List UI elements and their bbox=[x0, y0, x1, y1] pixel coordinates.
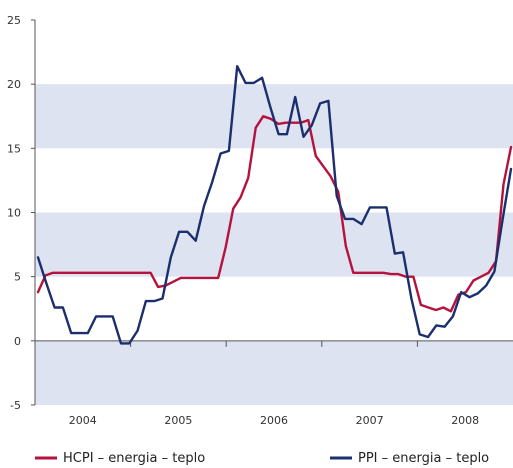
plot-band bbox=[35, 212, 513, 277]
x-axis-tick-labels: 2004 2005 2006 2007 2008 bbox=[69, 414, 479, 427]
y-tick-label: -5 bbox=[10, 399, 21, 412]
series-line-ppi bbox=[36, 64, 513, 345]
x-tick-label: 2007 bbox=[356, 414, 384, 427]
y-tick-label: 20 bbox=[7, 78, 21, 91]
x-tick-label: 2006 bbox=[260, 414, 288, 427]
chart-axes bbox=[31, 19, 513, 406]
y-tick-label: 15 bbox=[7, 142, 21, 155]
y-tick-label: 0 bbox=[14, 335, 21, 348]
y-tick-label: 25 bbox=[7, 14, 21, 27]
legend-label: HCPI – energia – teplo bbox=[63, 451, 205, 466]
y-tick-label: 10 bbox=[7, 207, 21, 220]
plot-background-bands bbox=[35, 84, 513, 405]
y-tick-label: 5 bbox=[14, 271, 21, 284]
legend-label: PPI – energia – teplo bbox=[358, 451, 489, 466]
plot-band bbox=[35, 340, 513, 405]
series-lines bbox=[36, 64, 513, 345]
chart-legend: HCPI – energia – teplo PPI – energia – te… bbox=[35, 451, 489, 466]
x-tick-label: 2005 bbox=[164, 414, 192, 427]
x-tick-label: 2008 bbox=[451, 414, 479, 427]
x-tick-label: 2004 bbox=[69, 414, 97, 427]
y-axis-tick-labels: -5 0 5 10 15 20 25 bbox=[7, 14, 21, 412]
